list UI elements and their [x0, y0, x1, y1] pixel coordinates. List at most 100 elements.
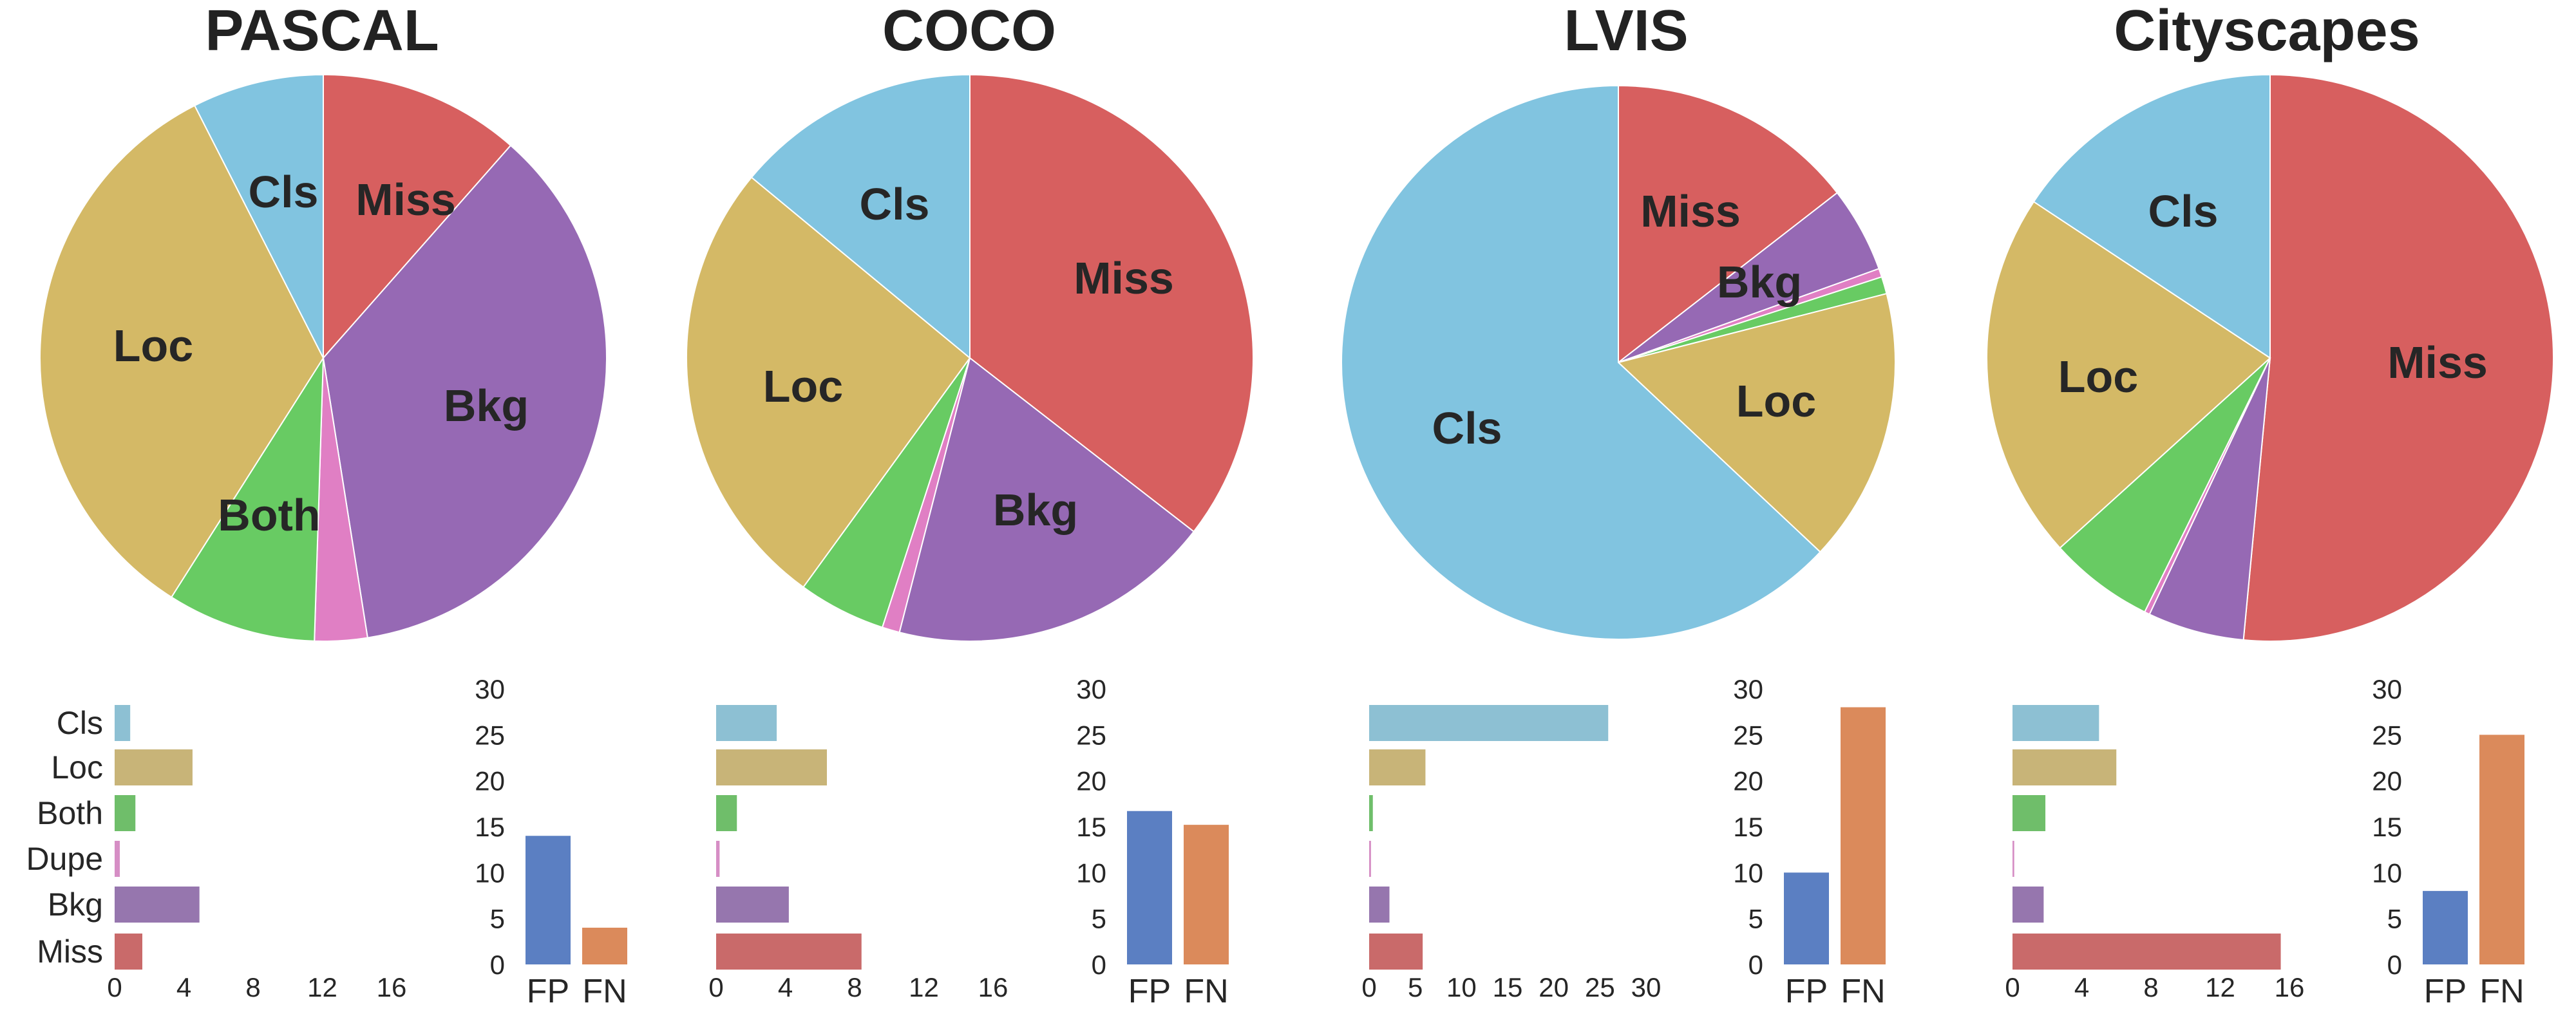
vbar-category-label: FP	[2424, 973, 2467, 1010]
pie-slice-miss	[323, 73, 512, 360]
pie-chart: Miss Bkg Loc Cls	[686, 73, 1254, 642]
hbar-bkg	[115, 887, 200, 923]
panel-title: PASCAL	[205, 0, 439, 63]
pie-label-bkg: Bkg	[993, 485, 1078, 535]
vbar-ytick-label: 15	[1733, 812, 1763, 842]
vbar-fn	[1841, 707, 1886, 964]
hbar-miss	[1369, 934, 1423, 970]
pie-slice-cls	[193, 73, 324, 359]
pie-slice-both	[2059, 357, 2271, 613]
pie-slice-bkg	[898, 357, 1195, 642]
pie-label-loc: Loc	[763, 361, 843, 411]
pie-label-cls: Cls	[249, 167, 319, 217]
hbar-loc	[1369, 749, 1426, 785]
vbar-ytick-label: 25	[475, 720, 505, 750]
vbar-ytick-label: 25	[1076, 720, 1106, 750]
pie-slice-cls	[750, 73, 971, 360]
vbar-ytick-label: 0	[490, 950, 505, 980]
vbar-category-label: FP	[1128, 973, 1171, 1010]
fp-fn-bar-chart: 0 5 10 15 20 25 30 FP FN	[475, 674, 627, 1010]
pie-label-miss: Miss	[355, 174, 456, 225]
hbar-bkg	[1369, 887, 1390, 923]
hbar-cls	[115, 705, 131, 741]
vbar-category-label: FN	[582, 973, 627, 1010]
hbar-xtick-label: 4	[176, 972, 191, 1002]
hbar-xtick-label: 16	[2275, 972, 2305, 1002]
hbar-xtick-label: 16	[377, 972, 407, 1002]
pie-label-cls: Cls	[1432, 403, 1502, 453]
vbar-ytick-label: 20	[1733, 766, 1763, 796]
vbar-ytick-label: 20	[475, 766, 505, 796]
hbar-xtick-label: 15	[1493, 972, 1523, 1002]
hbar-xtick-label: 4	[778, 972, 793, 1002]
vbar-ytick-label: 5	[490, 904, 505, 934]
panel-cityscapes: Cityscapes Miss Loc Cls 0 4 8 12 16 0 5 10 15 20 25 30 F…	[1986, 0, 2554, 1010]
vbar-ytick-label: 0	[1748, 950, 1763, 980]
hbar-xtick-label: 30	[1631, 972, 1662, 1002]
pie-label-loc: Loc	[1736, 376, 1816, 426]
vbar-ytick-label: 20	[1076, 766, 1106, 796]
hbar-loc	[2012, 749, 2117, 785]
hbar-cls	[2012, 705, 2099, 741]
pie-slice-miss	[969, 73, 1254, 533]
hbar-dupe	[1369, 841, 1371, 877]
hbar-xtick-label: 8	[847, 972, 862, 1002]
pie-chart: Miss Loc Cls	[1986, 73, 2554, 642]
hbar-chart: 0 5 10 15 20 25 30	[1361, 705, 1661, 1002]
hbar-miss	[2012, 934, 2281, 970]
pie-slice-loc	[1616, 292, 1896, 553]
hbar-miss	[716, 934, 862, 970]
pie-slice-bkg	[322, 144, 607, 639]
vbar-ytick-label: 15	[1076, 812, 1106, 842]
hbar-dupe	[2012, 841, 2014, 877]
panel-title: COCO	[882, 0, 1056, 63]
pie-label-cls: Cls	[2148, 186, 2219, 236]
hbar-category-label: Miss	[37, 934, 103, 970]
vbar-ytick-label: 10	[1733, 858, 1763, 888]
vbar-ytick-label: 0	[2387, 950, 2402, 980]
pie-label-miss: Miss	[1074, 253, 1174, 303]
pie-slice-miss	[1618, 84, 1839, 364]
hbar-chart: 0 4 8 12 16	[708, 705, 1008, 1002]
vbar-ytick-label: 15	[2372, 812, 2402, 842]
pie-slice-cls	[1341, 84, 1821, 640]
pie-label-miss: Miss	[1640, 186, 1741, 236]
hbar-cls	[716, 705, 777, 741]
hbar-miss	[115, 934, 142, 970]
vbar-ytick-label: 5	[2387, 904, 2402, 934]
fp-fn-bar-chart: 0 5 10 15 20 25 30 FP FN	[1076, 674, 1229, 1010]
hbar-category-label: Dupe	[26, 841, 103, 877]
vbar-ytick-label: 30	[2372, 674, 2402, 704]
pie-slice-loc	[39, 104, 325, 598]
pie-label-bkg: Bkg	[444, 380, 529, 431]
fp-fn-bar-chart: 0 5 10 15 20 25 30 FP FN	[2372, 674, 2524, 1010]
vbar-ytick-label: 5	[1092, 904, 1106, 934]
vbar-ytick-label: 10	[475, 858, 505, 888]
vbar-category-label: FN	[1841, 973, 1885, 1010]
hbar-xtick-label: 25	[1585, 972, 1615, 1002]
vbar-category-label: FN	[2479, 973, 2524, 1010]
hbar-both	[2012, 795, 2046, 831]
hbar-dupe	[115, 841, 120, 877]
panel-coco: COCO Miss Bkg Loc Cls 0 4 8 12 16 0 5 10 15 20 25 30 FP FN	[686, 0, 1254, 1010]
hbar-both	[115, 795, 136, 831]
vbar-fn	[2479, 735, 2524, 964]
vbar-category-label: FN	[1184, 973, 1228, 1010]
hbar-bkg	[2012, 887, 2044, 923]
hbar-cls	[1369, 705, 1609, 741]
pie-slice-miss	[2242, 73, 2554, 642]
vbar-ytick-label: 0	[1092, 950, 1106, 980]
hbar-both	[1369, 795, 1373, 831]
vbar-ytick-label: 10	[1076, 858, 1106, 888]
hbar-xtick-label: 4	[2074, 972, 2089, 1002]
hbar-both	[716, 795, 737, 831]
hbar-loc	[115, 749, 193, 785]
vbar-fp	[526, 836, 571, 964]
hbar-xtick-label: 0	[2005, 972, 2020, 1002]
vbar-category-label: FP	[527, 973, 569, 1010]
hbar-chart: 0 4 8 12 16	[2005, 705, 2304, 1002]
pie-label-both: Both	[218, 490, 320, 540]
hbar-xtick-label: 8	[2143, 972, 2158, 1002]
hbar-category-label: Bkg	[48, 887, 103, 923]
